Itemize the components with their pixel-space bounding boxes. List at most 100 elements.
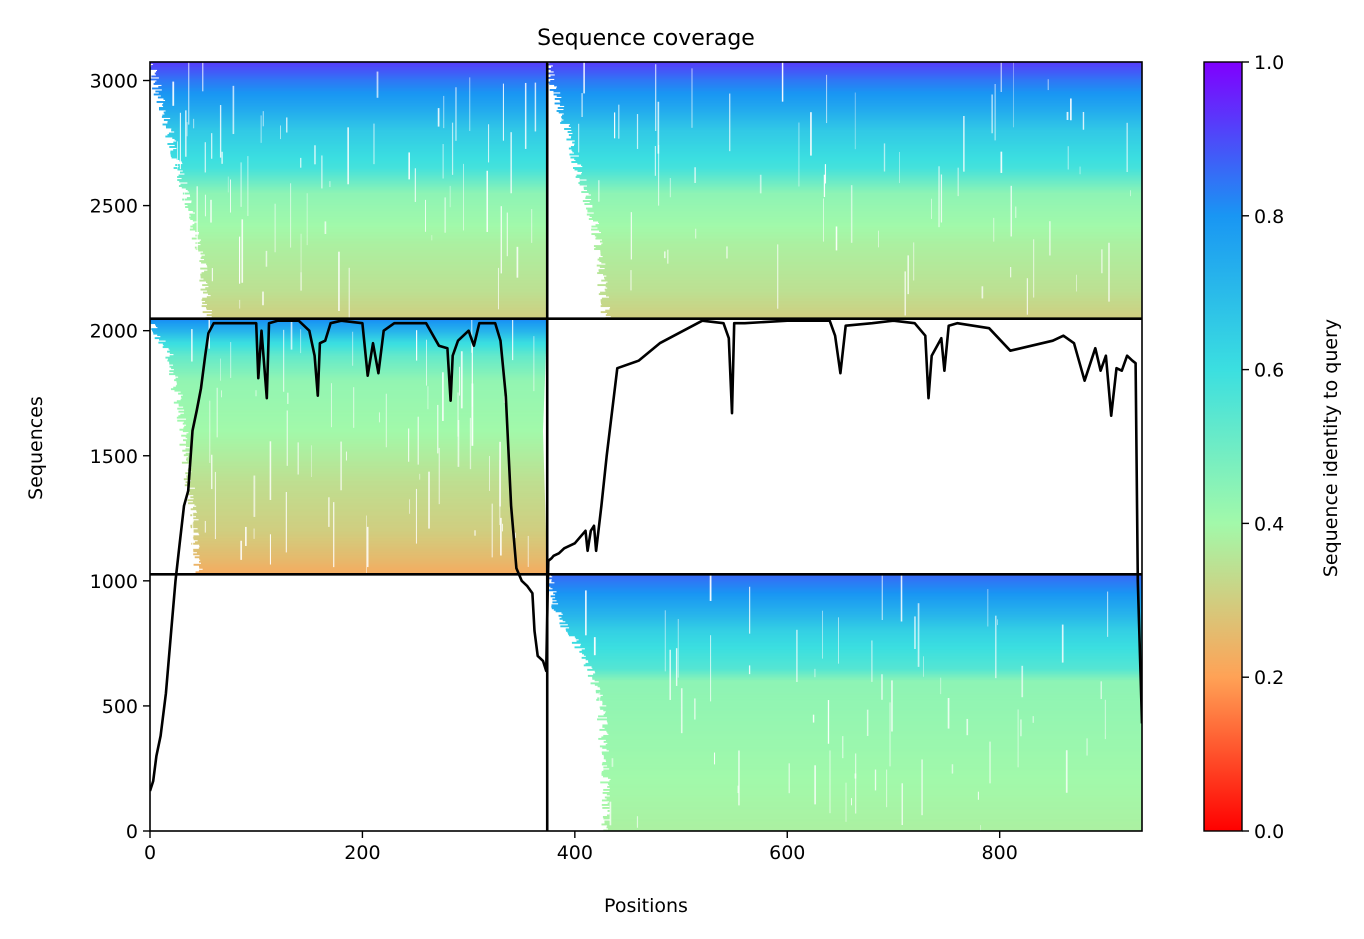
coverage-strip [609,805,1142,808]
coverage-strip [190,508,546,511]
coverage-strip [558,111,1142,114]
coverage-strip [173,167,548,169]
coverage-strip [175,374,546,377]
coverage-strip [185,440,544,443]
gap-mark [881,674,883,700]
coverage-strip [566,629,1142,632]
coverage-strip [151,75,548,78]
gap-mark [415,488,417,544]
gap-mark [729,93,731,152]
gap-mark [593,637,596,656]
coverage-strip [168,347,547,350]
coverage-strip [186,457,544,460]
coverage-strip [594,670,1142,673]
gap-mark [179,112,181,170]
gap-mark [850,185,853,243]
gap-mark [216,387,218,438]
gap-mark [891,680,893,732]
colorbar-tick: 0.2 [1242,667,1284,689]
x-tick: 400 [557,831,593,864]
coverage-strip [158,341,547,344]
y-tick: 3000 [90,71,150,93]
coverage-strip [588,218,1142,220]
gap-mark [188,62,190,125]
coverage-strip [193,529,546,532]
coverage-strip [578,155,1142,157]
coverage-strip [165,110,548,112]
gap-mark [1079,166,1081,175]
coverage-strip [191,542,547,545]
gap-mark [376,71,379,98]
coverage-strip [595,671,1142,674]
gap-mark [609,801,612,826]
gap-mark [993,217,995,242]
coverage-strip [583,653,1142,656]
gap-mark [408,428,410,462]
coverage-strip [560,625,1142,628]
coverage-strip [552,65,1142,67]
coverage-strip [184,173,548,175]
gap-mark [419,473,421,480]
coverage-strip [174,389,545,392]
coverage-strip [162,346,547,349]
coverage-strip [592,667,1142,670]
gap-mark [338,251,340,311]
coverage-strip [549,83,1142,85]
coverage-strip [589,201,1142,204]
x-tick-label: 0 [144,842,156,864]
gap-mark [300,233,302,291]
coverage-strip [559,617,1142,620]
coverage-strip [173,141,548,144]
gap-mark [324,221,327,235]
coverage-strip [601,261,1142,264]
coverage-strip [555,596,1142,599]
gap-mark [328,497,330,527]
coverage-strip [601,773,1142,776]
coverage-strip [600,311,1142,314]
coverage-strip [196,515,546,518]
gap-mark [366,526,369,568]
coverage-strip [198,231,548,234]
coverage-strip [547,72,1142,75]
gap-mark [737,785,739,794]
coverage-strip [199,240,548,243]
coverage-strip [173,401,545,404]
coverage-strip [582,652,1142,655]
coverage-strip [552,598,1142,601]
gap-mark [245,526,247,546]
coverage-strip [604,820,1142,823]
coverage-strip [184,203,548,205]
coverage-strip [165,125,548,127]
gap-mark [531,209,533,243]
coverage-strip [552,601,1142,604]
coverage-strip [602,700,1142,703]
coverage-strip [606,826,1142,829]
gap-mark [265,250,268,267]
coverage-strip [193,494,545,497]
coverage-strip [203,291,548,294]
gap-mark [1033,239,1035,298]
gap-mark [655,64,657,131]
gap-mark [260,115,262,143]
coverage-strip [551,66,1142,69]
coverage-strip [177,179,548,181]
coverage-strip [189,228,548,231]
gap-mark [886,769,888,808]
coverage-strip [592,204,1142,207]
coverage-strip [595,237,1142,240]
coverage-strip [602,239,1142,242]
coverage-strip [158,107,548,109]
coverage-strip [590,682,1142,685]
coverage-strip [607,742,1142,745]
coverage-strip [594,248,1142,251]
coverage-strip [199,533,547,536]
coverage-strip [609,767,1142,770]
plot-area [150,62,1142,831]
coverage-strip [599,240,1142,243]
coverage-strip [188,207,548,210]
coverage-strip [207,269,548,272]
coverage-strip [600,299,1142,302]
coverage-strip [567,623,1142,626]
coverage-strip [588,192,1142,195]
coverage-strip [583,186,1142,189]
